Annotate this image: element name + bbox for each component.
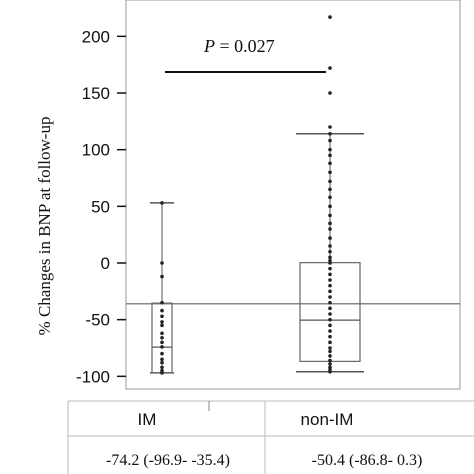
data-point-non-im [328,317,332,322]
p-value-text: = 0.027 [215,36,275,56]
category-label-non-im: non-IM [301,410,354,429]
data-point-non-im [328,195,332,200]
data-point-non-im [328,213,332,218]
y-axis: -100 -50 0 50 100 150 200 [76,27,126,386]
data-point-non-im [328,187,332,192]
data-point-non-im [328,349,332,354]
category-table: IM non-IM -74.2 (-96.9- -35.4) -50.4 (-8… [67,400,474,474]
data-point-im [160,371,164,375]
data-point-non-im [328,227,332,231]
data-point-non-im [328,125,332,129]
data-point-im [160,357,164,362]
data-point-non-im [328,66,332,70]
data-point-im [160,320,164,324]
data-point-im [160,300,164,305]
p-value-annotation: P = 0.027 [203,36,275,56]
p-symbol: P [203,36,215,56]
category-label-im: IM [138,410,157,429]
data-point-im [160,201,164,205]
data-point-non-im [328,179,332,184]
data-point-im [160,365,164,370]
data-point-im [160,340,164,345]
data-point-non-im [328,255,332,260]
y-axis-label: % Changes in BNP at follow-up [35,117,54,336]
data-point-non-im [328,362,332,366]
y-tick-label: -50 [85,311,110,330]
data-point-im [160,274,164,279]
data-point-non-im [328,147,332,152]
y-tick-label: 0 [101,254,110,273]
data-point-non-im [328,278,332,282]
data-point-non-im [328,138,332,143]
data-point-non-im [328,244,332,248]
y-tick-label: 50 [91,197,110,216]
data-point-non-im [328,329,332,333]
data-point-im [160,323,164,328]
data-point-non-im [328,295,332,299]
y-tick-label: 100 [82,141,110,160]
data-point-non-im [328,266,332,271]
data-point-non-im [328,161,332,166]
data-point-im [160,261,164,265]
boxes-layer [150,15,364,375]
data-point-non-im [328,369,332,374]
summary-non-im: -50.4 (-86.8- 0.3) [312,452,423,469]
data-point-non-im [328,289,332,294]
data-point-non-im [328,204,332,209]
data-point-non-im [328,132,332,136]
data-point-im [160,331,164,336]
data-point-non-im [328,323,332,328]
data-point-non-im [328,300,332,305]
data-point-non-im [328,340,332,345]
data-point-non-im [328,236,332,240]
data-point-non-im [328,306,332,311]
summary-im: -74.2 (-96.9- -35.4) [106,452,230,469]
plot-frame [125,0,461,390]
data-point-im [160,351,164,356]
data-point-im [160,345,164,349]
data-point-non-im [328,170,332,175]
data-point-non-im [328,346,332,350]
y-tick-label: -100 [76,367,110,386]
data-point-non-im [328,358,332,363]
data-point-non-im [328,312,332,316]
data-point-non-im [328,354,332,358]
y-tick-label: 200 [82,27,110,46]
data-point-non-im [328,283,332,288]
data-point-non-im [328,272,332,277]
data-point-im [160,314,164,319]
data-point-im [160,335,164,340]
data-point-non-im [328,221,332,226]
data-point-non-im [328,334,332,339]
data-point-non-im [328,261,332,265]
data-point-non-im [328,15,332,19]
data-point-non-im [328,153,332,158]
data-point-im [160,308,164,313]
data-point-im [160,360,164,365]
data-point-non-im [328,249,332,254]
data-point-non-im [328,91,332,95]
y-tick-label: 150 [82,84,110,103]
